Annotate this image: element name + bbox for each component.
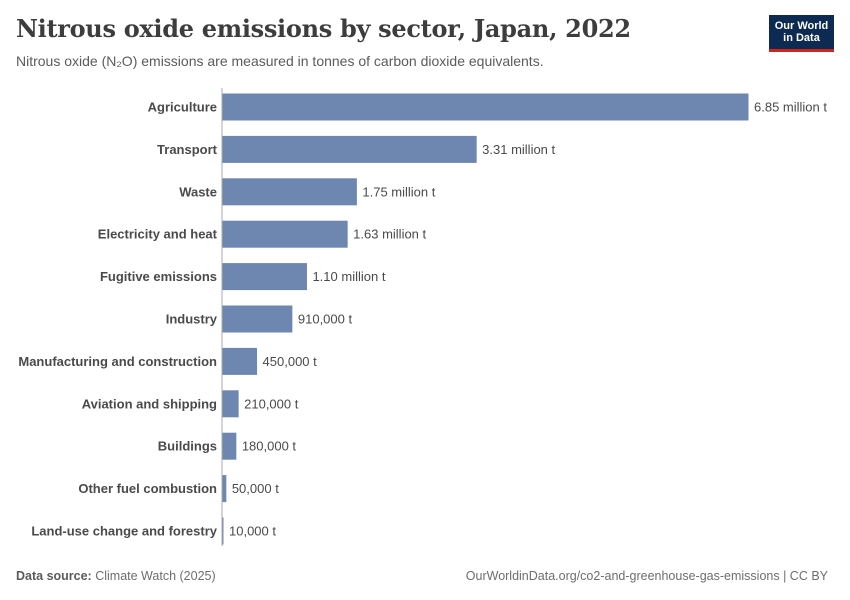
- chart-subtitle: Nitrous oxide (N₂O) emissions are measur…: [16, 53, 544, 69]
- category-label: Agriculture: [148, 100, 217, 115]
- logo-line-1: Our World: [774, 20, 829, 32]
- category-label: Transport: [157, 142, 218, 157]
- bar[interactable]: [222, 135, 477, 163]
- logo-line-2: in Data: [783, 32, 820, 44]
- bar[interactable]: [222, 432, 237, 460]
- value-label: 3.31 million t: [482, 142, 555, 157]
- category-label: Other fuel combustion: [78, 481, 217, 496]
- value-label: 180,000 t: [242, 439, 297, 454]
- value-label: 1.75 million t: [362, 184, 435, 199]
- bar[interactable]: [222, 220, 348, 248]
- value-label: 210,000 t: [244, 396, 299, 411]
- value-label: 910,000 t: [298, 312, 353, 327]
- category-label: Buildings: [158, 439, 217, 454]
- category-label: Fugitive emissions: [100, 269, 217, 284]
- value-label: 1.10 million t: [312, 269, 385, 284]
- category-label: Aviation and shipping: [82, 396, 217, 411]
- data-source-label: Data source:: [16, 569, 92, 583]
- category-label: Land-use change and forestry: [31, 524, 217, 539]
- bar[interactable]: [222, 475, 227, 503]
- value-label: 1.63 million t: [353, 227, 426, 242]
- footer-url[interactable]: OurWorldinData.org/co2-and-greenhouse-ga…: [465, 569, 828, 583]
- value-label: 10,000 t: [229, 524, 276, 539]
- chart-title: Nitrous oxide emissions by sector, Japan…: [16, 14, 631, 43]
- category-label: Manufacturing and construction: [18, 354, 217, 369]
- category-label: Electricity and heat: [98, 227, 218, 242]
- bar[interactable]: [222, 347, 258, 375]
- value-label: 6.85 million t: [754, 100, 827, 115]
- owid-logo[interactable]: Our World in Data: [769, 15, 834, 52]
- bar[interactable]: [222, 305, 293, 333]
- bar[interactable]: [222, 517, 224, 545]
- value-label: 450,000 t: [263, 354, 318, 369]
- data-source: Data source: Climate Watch (2025): [16, 569, 216, 583]
- bar[interactable]: [222, 93, 749, 121]
- category-label: Industry: [166, 312, 218, 327]
- value-label: 50,000 t: [232, 481, 279, 496]
- data-source-value[interactable]: Climate Watch (2025): [95, 569, 216, 583]
- bar[interactable]: [222, 390, 239, 418]
- category-label: Waste: [179, 184, 217, 199]
- bar[interactable]: [222, 263, 307, 291]
- bar[interactable]: [222, 178, 357, 206]
- bar-chart: Agriculture 6.85 million t Transport 3.31 m…: [18, 88, 827, 546]
